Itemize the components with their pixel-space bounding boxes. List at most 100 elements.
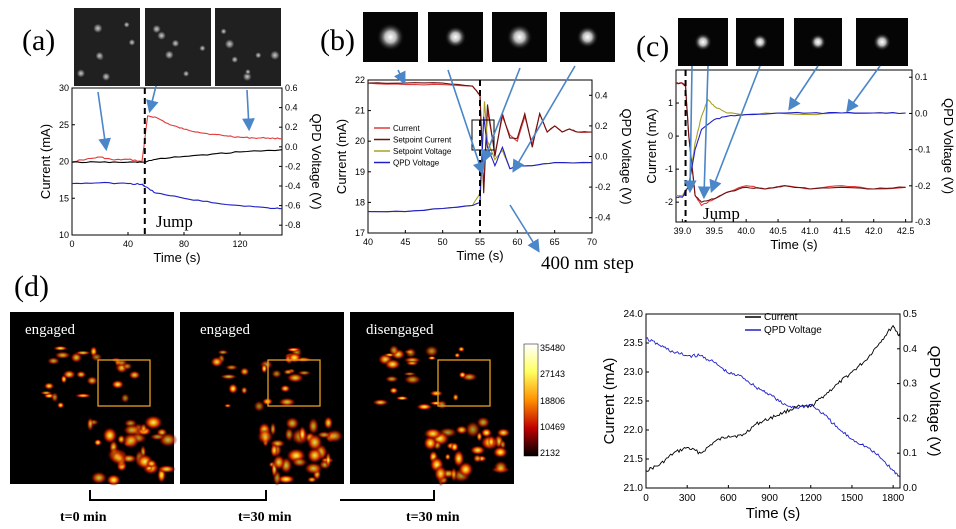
plot-frame xyxy=(645,313,901,489)
heat-blob xyxy=(480,427,493,438)
arrow-layer xyxy=(97,65,881,253)
colorbar-tick-1: 35480 xyxy=(540,343,566,353)
annotation-arrow xyxy=(393,69,406,85)
y2-tick-label: 0.2 xyxy=(595,121,608,131)
y2-tick-label: -0.3 xyxy=(915,217,931,227)
y-axis-label: Current (mA) xyxy=(601,358,618,445)
heat-blob xyxy=(389,387,399,395)
y-tick-label: -2 xyxy=(665,197,673,207)
heat-blob xyxy=(493,460,509,475)
legend-label: Current xyxy=(764,312,798,323)
thumbnail-spot xyxy=(163,49,175,61)
thumbnail-spot xyxy=(376,23,405,51)
y2-tick-label: 0.0 xyxy=(285,142,298,152)
y-tick-label: 22.5 xyxy=(624,396,644,407)
y-axis-label: Current (mA) xyxy=(38,124,53,199)
heat-blob xyxy=(307,417,319,435)
image-label-2: engaged xyxy=(200,322,250,338)
thumbnail-spot xyxy=(156,30,167,42)
region-of-interest-box xyxy=(267,359,321,407)
thumbnail-spot xyxy=(506,24,533,50)
heat-blob xyxy=(253,400,265,413)
y2-tick-label: 0.0 xyxy=(915,108,928,118)
heatmap-image-2 xyxy=(180,312,344,487)
heat-blob xyxy=(40,390,53,396)
heat-blob xyxy=(240,386,248,395)
series-line-1 xyxy=(71,115,283,163)
thumbnail-spot xyxy=(170,38,181,49)
y-tick-label: 30 xyxy=(59,83,69,93)
heat-blob xyxy=(52,345,68,351)
x-tick-label: 42.5 xyxy=(897,226,915,236)
heat-blob xyxy=(469,445,486,456)
y2-tick-label: -0.4 xyxy=(595,213,611,223)
y2-tick-label: 0.4 xyxy=(285,103,298,113)
heat-blob xyxy=(272,454,286,471)
annotation-arrow xyxy=(481,67,521,163)
heat-blob xyxy=(62,369,76,380)
y2-tick-label: -0.1 xyxy=(915,145,931,155)
heat-blob xyxy=(257,428,274,445)
annotation-arrow xyxy=(146,85,159,114)
y2-tick-label: 0.5 xyxy=(903,309,917,320)
bracket-2 xyxy=(340,490,435,501)
heat-blob xyxy=(139,422,148,433)
thumbnail-spot xyxy=(223,38,236,51)
heat-blob xyxy=(86,375,98,386)
heat-blob xyxy=(86,416,94,432)
y-tick-label: 25 xyxy=(59,120,69,130)
colorbar-tick-3: 18806 xyxy=(540,396,566,406)
x-tick-label: 900 xyxy=(761,493,778,504)
heat-blob xyxy=(492,446,508,459)
y-tick-label: 1 xyxy=(668,98,673,108)
colorbar-tick-4: 10469 xyxy=(540,422,566,432)
image-label-1: engaged xyxy=(25,322,75,338)
thumbnail-spot xyxy=(268,49,281,62)
image-label-3: disengaged xyxy=(366,322,434,338)
y2-tick-label: -0.8 xyxy=(285,220,301,230)
heat-blob xyxy=(261,363,268,374)
y-tick-label: 21.0 xyxy=(624,483,644,494)
region-of-interest-box xyxy=(97,359,151,407)
x-tick-label: 50 xyxy=(438,237,448,247)
step-label-b: 400 nm step xyxy=(541,253,634,274)
jump-label-c: Jump xyxy=(703,204,740,223)
annotation-arrow xyxy=(447,69,486,176)
y-tick-label: 20 xyxy=(355,136,365,146)
heat-blob xyxy=(283,369,293,375)
y2-tick-label: 0.1 xyxy=(903,448,917,459)
region-of-interest-box xyxy=(437,359,491,407)
thumbnail-spot xyxy=(576,26,599,48)
heat-blob xyxy=(297,370,312,376)
x-tick-label: 40 xyxy=(123,239,133,249)
plot-frame xyxy=(675,69,913,223)
series-line-4 xyxy=(675,111,906,198)
heat-blob xyxy=(464,420,481,439)
heat-blob xyxy=(306,433,323,452)
x-tick-label: 300 xyxy=(679,493,696,504)
annotation-arrow xyxy=(846,65,881,113)
y2-tick-label: -0.2 xyxy=(285,161,301,171)
series-line-2 xyxy=(675,82,906,203)
colorbar-tick-5: 2132 xyxy=(540,448,561,458)
y2-tick-label: 0.6 xyxy=(285,83,298,93)
thumbnail-spot xyxy=(244,68,252,76)
heat-blob xyxy=(384,358,401,370)
series-line-3 xyxy=(675,98,906,197)
y2-axis-label: QPD Voltage (V) xyxy=(941,98,956,194)
heat-blob xyxy=(285,416,300,430)
heat-blob xyxy=(436,399,448,410)
heat-blob xyxy=(287,352,302,364)
y-tick-label: 23.0 xyxy=(624,367,644,378)
series-line-2 xyxy=(71,149,283,164)
heat-blob xyxy=(487,435,496,449)
time-label-2: t=30 min xyxy=(238,510,292,525)
thumbnail-spot xyxy=(230,55,239,64)
heat-blob xyxy=(450,442,459,452)
y-axis-label: Current (mA) xyxy=(644,108,659,183)
series-line-2 xyxy=(645,337,901,478)
thumbnail-spot xyxy=(219,27,228,36)
x-tick-label: 1800 xyxy=(882,493,905,504)
heat-blob xyxy=(228,383,238,395)
heat-blob xyxy=(307,476,317,483)
